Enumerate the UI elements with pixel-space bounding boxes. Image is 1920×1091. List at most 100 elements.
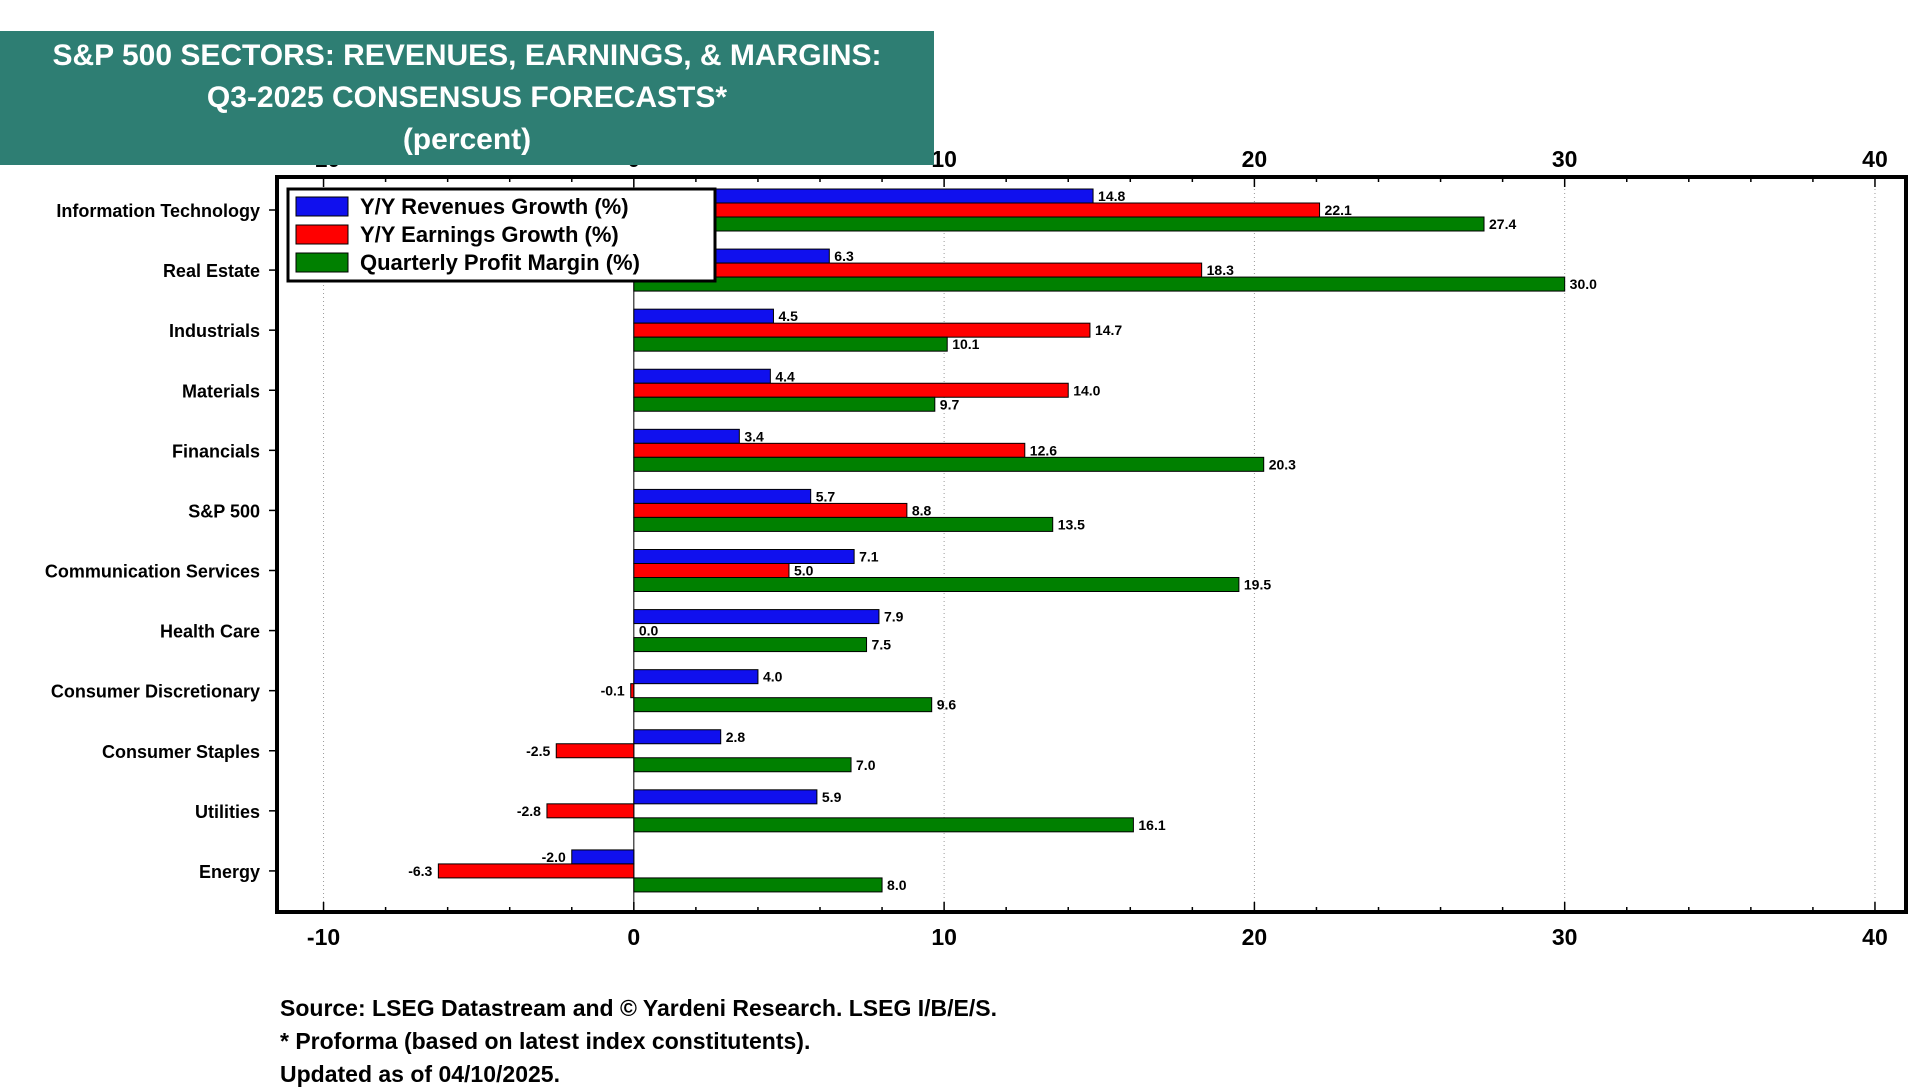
category-label: Materials [182,381,260,401]
data-label: -6.3 [408,863,432,879]
bar [633,216,1485,232]
chart-title: S&P 500 SECTORS: REVENUES, EARNINGS, & M… [0,31,934,165]
category-label: Utilities [195,802,260,822]
data-label: -0.1 [601,683,625,699]
data-label: 7.0 [856,757,876,773]
category-label: S&P 500 [188,501,260,521]
legend-swatch [295,224,349,245]
bars [437,188,1566,893]
data-label: 5.0 [794,563,814,579]
data-label: 7.9 [884,609,904,625]
data-label: 18.3 [1207,262,1234,278]
bar [633,442,1026,458]
data-label: 22.1 [1325,202,1352,218]
bar [633,488,812,504]
category-label: Industrials [169,321,260,341]
source-line: Source: LSEG Datastream and © Yardeni Re… [280,995,997,1021]
category-label: Real Estate [163,261,260,281]
category-label: Energy [199,862,260,882]
bar [633,322,1091,338]
bar [633,757,852,773]
bar [633,308,774,324]
bar [633,729,722,745]
data-label: 4.4 [775,368,795,384]
source-notes: Source: LSEG Datastream and © Yardeni Re… [280,992,997,1091]
data-label: 5.7 [816,488,836,504]
category-label: Consumer Discretionary [51,682,260,702]
data-label: -2.0 [542,849,566,865]
bar [633,697,933,713]
bar [633,669,759,685]
bar [633,789,818,805]
bar [633,336,948,352]
category-label: Financials [172,441,260,461]
bar [633,428,740,444]
bar [633,456,1265,472]
data-label: 14.0 [1073,382,1100,398]
bar [571,849,635,865]
data-label: 13.5 [1058,516,1085,532]
x-tick-label-top: 40 [1862,146,1888,172]
data-label: 19.5 [1244,577,1271,593]
data-label: 16.1 [1138,817,1165,833]
data-label: 20.3 [1269,456,1296,472]
data-label: -2.5 [526,743,550,759]
x-tick-label-top: 30 [1552,146,1578,172]
data-label: 27.4 [1489,216,1516,232]
bar [633,549,855,564]
bar [633,502,908,518]
bar [633,276,1566,292]
x-tick-label-top: 10 [931,146,957,172]
bar [633,637,868,653]
footnote-line: * Proforma (based on latest index consti… [280,1028,811,1054]
data-label: 3.4 [744,428,764,444]
data-label: 7.1 [859,549,879,565]
data-label: 9.7 [940,396,960,412]
bar [633,877,883,893]
data-label: -2.8 [517,803,541,819]
legend-label: Quarterly Profit Margin (%) [360,250,640,275]
title-line-1: S&P 500 SECTORS: REVENUES, EARNINGS, & M… [52,39,882,72]
legend-box [286,187,717,283]
bar [633,202,1321,218]
data-label: 5.9 [822,789,842,805]
data-label: 2.8 [726,729,746,745]
grid [323,177,1876,912]
bar [633,516,1054,532]
data-label: 12.6 [1030,442,1057,458]
x-tick-label: -10 [307,924,340,950]
x-tick-label: 40 [1862,924,1888,950]
legend-swatch [295,196,349,217]
data-label: 8.0 [887,877,907,893]
x-tick-label: 0 [627,924,640,950]
legend-label: Y/Y Earnings Growth (%) [360,222,619,247]
plot-frame [275,175,1908,914]
category-label: Communication Services [45,562,260,582]
category-label: Information Technology [56,201,260,221]
title-line-2: Q3-2025 CONSENSUS FORECASTS* [206,81,728,114]
data-label: 14.8 [1098,188,1125,204]
legend: Y/Y Revenues Growth (%) Y/Y Earnings Grow… [286,187,717,283]
legend-swatch [295,252,349,273]
category-label: Consumer Staples [102,742,260,762]
x-tick-label: 20 [1242,924,1268,950]
data-label: 14.7 [1095,322,1122,338]
data-label: 4.5 [778,308,798,324]
bar [633,262,1203,278]
data-label: 8.8 [912,502,932,518]
bar [633,609,880,625]
bar [633,563,790,578]
updated-line: Updated as of 04/10/2025. [280,1061,560,1087]
bar [633,382,1069,398]
data-label: 0.0 [639,623,659,639]
x-tick-label: 10 [931,924,957,950]
bar [437,863,635,879]
bar [555,743,635,759]
data-labels: 14.8 22.1 27.4 6.3 18.3 30.0 4.5 14.7 10.1 4.4 14.… [408,188,1597,893]
data-label: 7.5 [872,637,892,653]
x-tick-label-top: 20 [1242,146,1268,172]
x-tick-label: 30 [1552,924,1578,950]
data-label: 6.3 [834,248,854,264]
data-label: 4.0 [763,669,783,685]
bar [630,683,635,699]
